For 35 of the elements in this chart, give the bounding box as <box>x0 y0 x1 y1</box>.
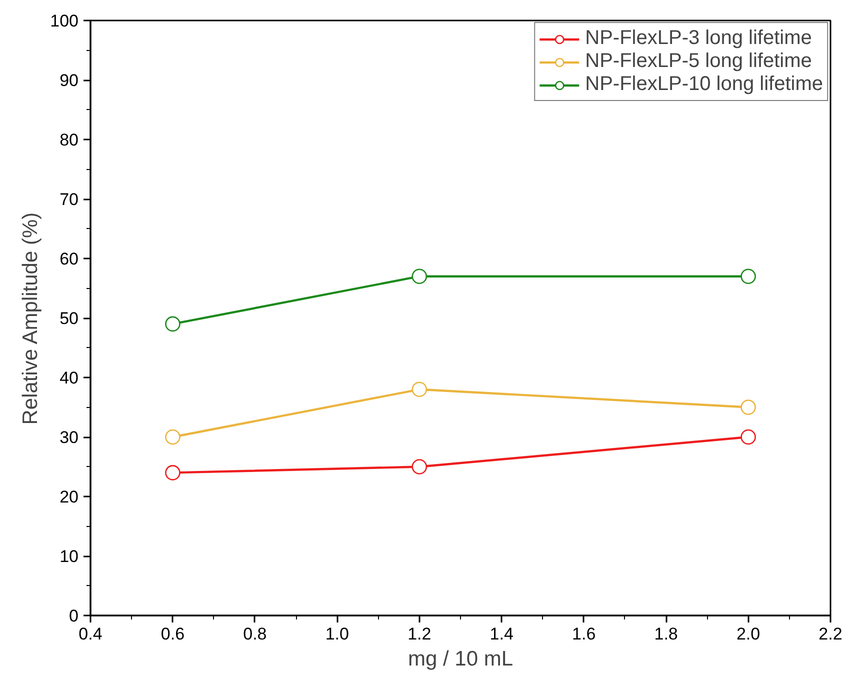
x-tick-label: 0.6 <box>160 624 185 644</box>
point <box>412 268 428 284</box>
y-axis-title: Relative Amplitude (%) <box>19 212 42 425</box>
x-tick-label: 2.0 <box>736 624 760 644</box>
y-tick-label: 70 <box>60 190 79 209</box>
x-tick-label: 1.2 <box>408 624 432 644</box>
x-tick-label: 1.0 <box>325 624 349 644</box>
point <box>165 316 180 332</box>
x-tick-label: 1.8 <box>654 624 678 644</box>
point <box>740 429 756 445</box>
x-tick-label: 2.2 <box>818 624 842 644</box>
point <box>740 400 756 415</box>
point <box>412 382 428 398</box>
point <box>412 459 428 474</box>
y-tick-label: 100 <box>50 12 79 30</box>
legend-label: NP-FlexLP-5 long lifetime <box>585 50 812 73</box>
y-tick-label: 0 <box>69 606 79 626</box>
x-tick-label: 1.4 <box>490 624 514 644</box>
x-tick-label: 1.6 <box>572 624 596 644</box>
y-tick-label: 50 <box>60 309 79 328</box>
point <box>165 465 180 480</box>
legend-label: NP-FlexLP-3 long lifetime <box>585 27 812 50</box>
y-tick-label: 20 <box>60 488 79 506</box>
x-tick-label: 0.4 <box>78 624 102 644</box>
y-tick-label: 10 <box>60 547 79 566</box>
y-tick-label: 60 <box>60 250 79 268</box>
legend-label: NP-FlexLP-10 long lifetime <box>585 73 823 96</box>
point <box>740 268 756 284</box>
y-tick-label: 80 <box>60 130 79 150</box>
x-axis-title: mg / 10 mL <box>408 648 514 670</box>
y-tick-label: 40 <box>60 368 79 388</box>
y-tick-label: 90 <box>60 71 79 90</box>
y-tick-label: 30 <box>60 428 79 447</box>
x-tick-label: 0.8 <box>243 624 267 644</box>
point <box>165 429 180 445</box>
